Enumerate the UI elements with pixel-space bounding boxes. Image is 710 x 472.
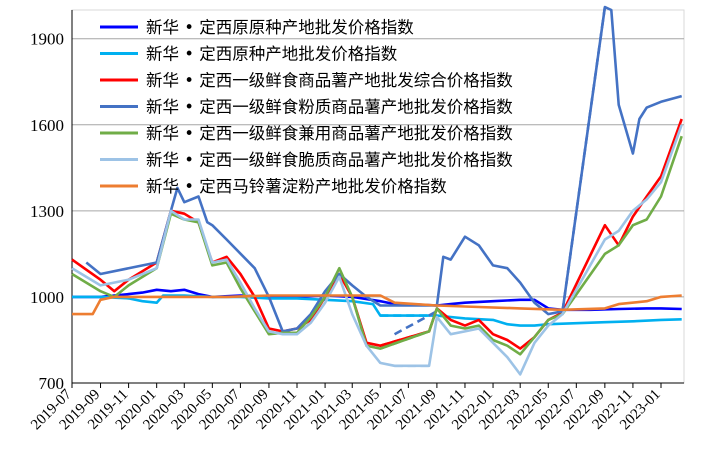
legend-label: 新华 • 定西一级鲜食商品薯产地批发综合价格指数	[146, 71, 513, 90]
series-line	[71, 124, 683, 376]
y-tick-label: 1300	[30, 202, 64, 221]
series-dashed-line	[393, 310, 438, 336]
legend-label: 新华 • 定西马铃薯淀粉产地批发价格指数	[146, 177, 447, 196]
series-group	[85, 5, 683, 336]
series-group	[71, 124, 683, 376]
y-tick-label: 1000	[30, 288, 64, 307]
series-line	[72, 294, 682, 316]
series-line	[85, 5, 683, 333]
series-dashed-line	[379, 330, 430, 350]
plot-area	[71, 9, 685, 384]
y-tick-label: 1600	[30, 116, 64, 135]
y-tick-label: 1900	[30, 30, 64, 49]
legend-label: 新华 • 定西原原种产地批发价格指数	[146, 18, 414, 37]
series-group	[72, 294, 682, 316]
legend-label: 新华 • 定西一级鲜食粉质商品薯产地批发价格指数	[146, 98, 513, 117]
legend-label: 新华 • 定西一级鲜食兼用商品薯产地批发价格指数	[146, 124, 513, 143]
legend-label: 新华 • 定西原种产地批发价格指数	[146, 45, 398, 64]
y-tick-label: 700	[39, 374, 65, 393]
legend-label: 新华 • 定西一级鲜食脆质商品薯产地批发价格指数	[146, 151, 513, 170]
